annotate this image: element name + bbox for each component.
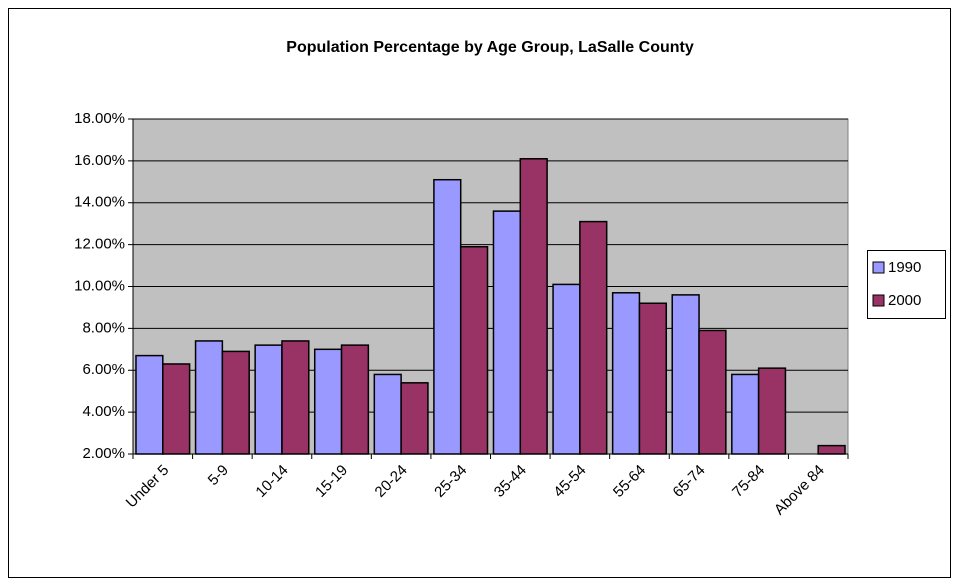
bar bbox=[731, 373, 760, 455]
bar bbox=[400, 382, 429, 455]
bar bbox=[254, 344, 283, 455]
y-tick-label: 4.00% bbox=[82, 403, 125, 420]
bar bbox=[340, 344, 370, 455]
bar bbox=[698, 329, 727, 455]
bar bbox=[162, 363, 191, 455]
bar bbox=[638, 302, 668, 455]
bar bbox=[373, 373, 402, 455]
bar bbox=[611, 292, 641, 455]
bar bbox=[519, 158, 548, 455]
bar bbox=[552, 283, 581, 455]
y-tick-label: 10.00% bbox=[74, 277, 125, 294]
bar bbox=[579, 220, 608, 455]
chart-title: Population Percentage by Age Group, LaSa… bbox=[286, 39, 694, 56]
legend-swatch bbox=[872, 294, 885, 307]
bar bbox=[817, 444, 846, 455]
bar bbox=[135, 354, 164, 455]
y-tick-label: 12.00% bbox=[74, 236, 125, 253]
y-tick-label: 2.00% bbox=[82, 445, 125, 462]
legend-swatch bbox=[872, 261, 885, 274]
y-tick-label: 18.00% bbox=[74, 110, 125, 127]
y-tick-label: 16.00% bbox=[74, 152, 125, 169]
bar bbox=[221, 350, 250, 455]
legend-label: 2000 bbox=[888, 292, 921, 309]
bar bbox=[757, 367, 787, 455]
y-tick-label: 14.00% bbox=[74, 194, 125, 211]
bar bbox=[459, 245, 489, 455]
bar bbox=[194, 340, 224, 455]
legend-label: 1990 bbox=[888, 259, 921, 276]
bar bbox=[671, 294, 700, 455]
bar bbox=[281, 340, 310, 455]
y-tick-label: 6.00% bbox=[82, 361, 125, 378]
y-tick-label: 8.00% bbox=[82, 319, 125, 336]
bar bbox=[313, 348, 343, 455]
bar bbox=[492, 210, 522, 455]
bar bbox=[433, 178, 462, 455]
